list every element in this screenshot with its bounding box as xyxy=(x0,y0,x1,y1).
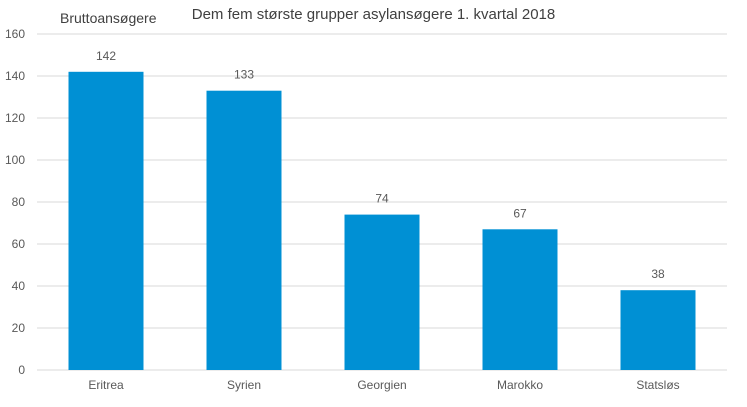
y-tick-label: 0 xyxy=(18,363,25,377)
bar-eritrea xyxy=(68,71,144,371)
data-label: 142 xyxy=(96,49,116,63)
x-tick-label: Eritrea xyxy=(88,378,124,392)
y-tick-label: 20 xyxy=(12,321,26,335)
x-tick-label: Georgien xyxy=(357,378,406,392)
y-tick-label: 60 xyxy=(12,237,26,251)
data-label: 74 xyxy=(375,192,389,206)
x-tick-label: Statsløs xyxy=(636,378,679,392)
bar-georgien xyxy=(344,214,420,370)
data-label: 67 xyxy=(513,206,527,220)
x-tick-label: Marokko xyxy=(497,378,543,392)
data-label: 133 xyxy=(234,68,254,82)
y-tick-label: 40 xyxy=(12,279,26,293)
y-tick-label: 100 xyxy=(5,153,25,167)
bar-syrien xyxy=(206,90,282,370)
y-tick-label: 140 xyxy=(5,69,25,83)
bar-marokko xyxy=(482,229,558,370)
y-tick-label: 80 xyxy=(12,195,26,209)
y-tick-label: 120 xyxy=(5,111,25,125)
bar-statsløs xyxy=(620,290,696,370)
y-tick-label: 160 xyxy=(5,27,25,41)
data-label: 38 xyxy=(651,267,665,281)
x-tick-label: Syrien xyxy=(227,378,261,392)
chart-title: Dem fem største grupper asylansøgere 1. … xyxy=(191,6,556,23)
y-axis-label: Bruttoansøgere xyxy=(60,10,157,26)
